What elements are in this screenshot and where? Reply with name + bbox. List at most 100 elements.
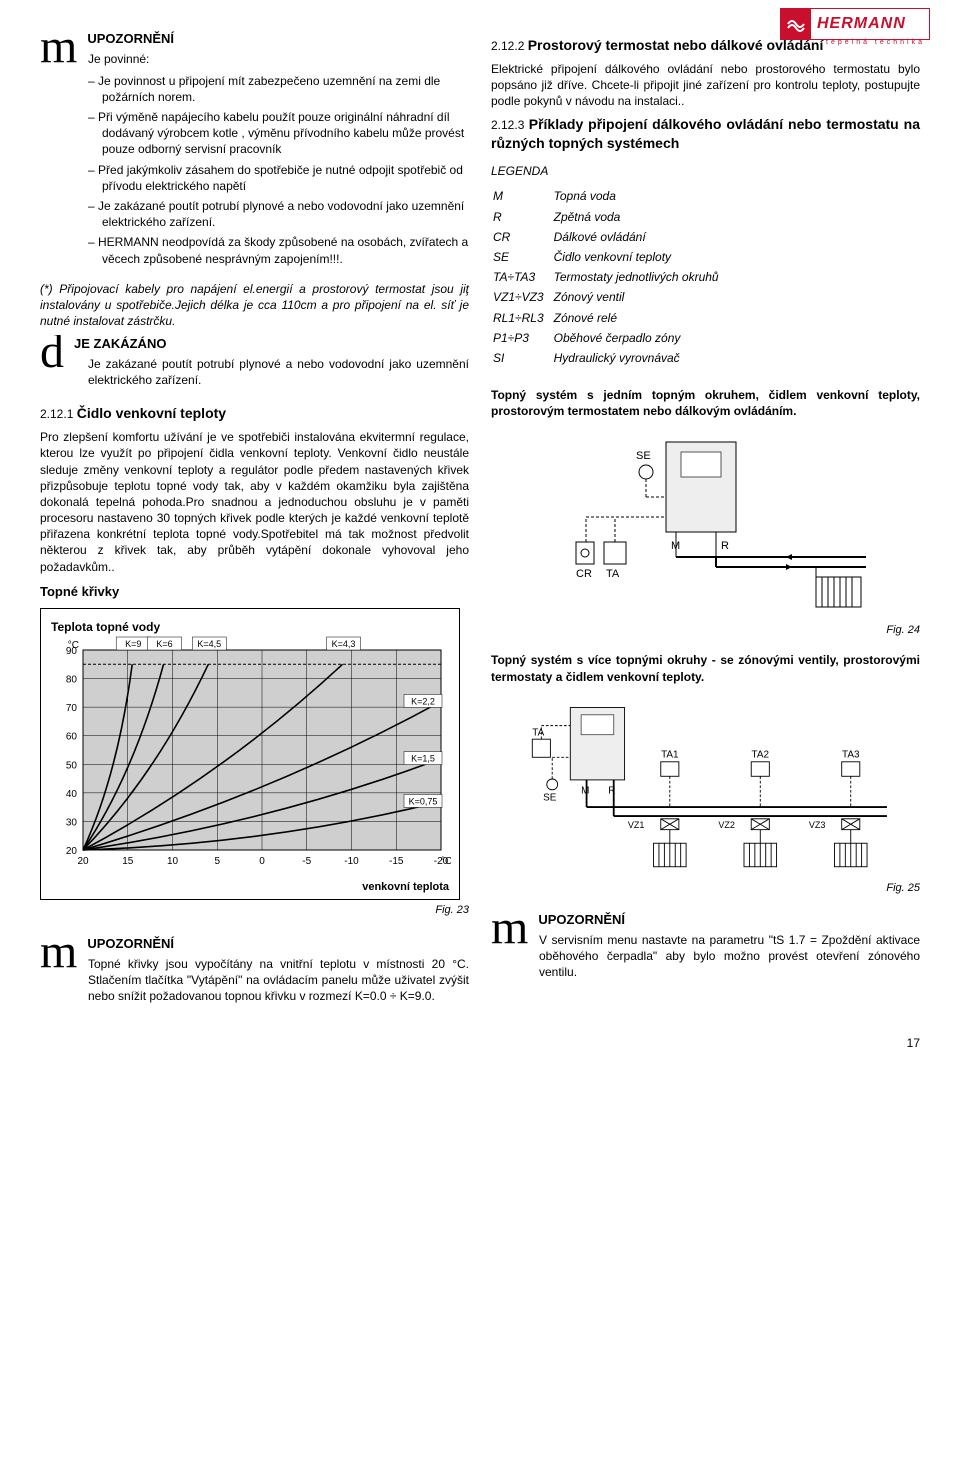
figure-23-label: Fig. 23 bbox=[40, 903, 469, 918]
svg-text:30: 30 bbox=[66, 817, 78, 828]
svg-text:TA: TA bbox=[606, 568, 620, 580]
svg-text:M: M bbox=[581, 785, 589, 796]
svg-text:20: 20 bbox=[77, 856, 89, 867]
svg-text:0: 0 bbox=[259, 856, 265, 867]
svg-text:TA2: TA2 bbox=[751, 749, 769, 760]
figure-25-label: Fig. 25 bbox=[491, 881, 920, 896]
svg-text:SE: SE bbox=[636, 450, 651, 462]
svg-text:K=6: K=6 bbox=[156, 639, 172, 649]
svg-text:R: R bbox=[721, 540, 729, 552]
svg-text:10: 10 bbox=[167, 856, 179, 867]
svg-text:TA: TA bbox=[532, 727, 544, 738]
svg-text:-15: -15 bbox=[389, 856, 404, 867]
svg-text:70: 70 bbox=[66, 703, 78, 714]
svg-text:K=9: K=9 bbox=[125, 639, 141, 649]
curves-heading: Topné křivky bbox=[40, 583, 469, 601]
list-item: Před jakýmkoliv zásahem do spotřebiče je… bbox=[102, 162, 469, 194]
svg-text:SE: SE bbox=[543, 792, 557, 803]
warning-glyph: m bbox=[491, 911, 528, 945]
legend-value: Hydraulický vyrovnávač bbox=[554, 349, 727, 367]
warning-2-title: UPOZORNĚNÍ bbox=[40, 935, 469, 953]
section-2-12-1-body: Pro zlepšení komfortu užívání je ve spot… bbox=[40, 429, 469, 575]
legend-value: Čidlo venkovní teploty bbox=[554, 248, 727, 266]
warning-glyph: m bbox=[40, 935, 77, 969]
section-number: 2.12.3 bbox=[491, 118, 524, 132]
section-title: Prostorový termostat nebo dálkové ovládá… bbox=[528, 37, 824, 53]
warning-1-list: Je povinnost u připojení mít zabezpečeno… bbox=[88, 73, 469, 267]
legend-value: Zpětná voda bbox=[554, 208, 727, 226]
legend-heading: LEGENDA bbox=[491, 163, 920, 179]
svg-text:5: 5 bbox=[214, 856, 220, 867]
legend-key: SE bbox=[493, 248, 552, 266]
legend-value: Dálkové ovládání bbox=[554, 228, 727, 246]
warning-1-title: UPOZORNĚNÍ bbox=[40, 30, 469, 48]
svg-text:40: 40 bbox=[66, 788, 78, 799]
svg-text:TA1: TA1 bbox=[661, 749, 679, 760]
logo-emblem bbox=[781, 9, 811, 39]
section-2-12-3-heading: 2.12.3 Příklady připojení dálkového ovlá… bbox=[491, 115, 920, 153]
forbidden-text: Je zakázané poutít potrubí plynové a neb… bbox=[88, 356, 469, 388]
svg-text:K=4,3: K=4,3 bbox=[332, 639, 356, 649]
schematic-2: M R SE TA TA1VZ1TA2VZ2TA3VZ3 bbox=[516, 703, 896, 875]
legend-value: Zónové relé bbox=[554, 309, 727, 327]
list-item: Je zakázané poutít potrubí plynové a neb… bbox=[102, 198, 469, 230]
svg-text:60: 60 bbox=[66, 731, 78, 742]
legend-value: Termostaty jednotlivých okruhů bbox=[554, 268, 727, 286]
warning-glyph: m bbox=[40, 30, 77, 64]
svg-text:°C: °C bbox=[68, 640, 79, 651]
legend-key: R bbox=[493, 208, 552, 226]
brand-logo: HERMANN bbox=[780, 8, 930, 40]
forbidden-title: JE ZAKÁZÁNO bbox=[40, 335, 469, 353]
section-number: 2.12.1 bbox=[40, 407, 73, 421]
legend-key: VZ1÷VZ3 bbox=[493, 288, 552, 306]
list-item: Je povinnost u připojení mít zabezpečeno… bbox=[102, 73, 469, 105]
svg-text:K=0,75: K=0,75 bbox=[409, 796, 438, 806]
svg-text:15: 15 bbox=[122, 856, 134, 867]
svg-text:M: M bbox=[671, 540, 680, 552]
section-title: Příklady připojení dálkového ovládání ne… bbox=[491, 116, 920, 151]
svg-text:K=4,5: K=4,5 bbox=[197, 639, 221, 649]
legend-key: CR bbox=[493, 228, 552, 246]
svg-text:VZ3: VZ3 bbox=[808, 820, 825, 830]
legend-value: Zónový ventil bbox=[554, 288, 727, 306]
page-number: 17 bbox=[40, 1035, 920, 1051]
warning-3-body: V servisním menu nastavte na parametru "… bbox=[539, 932, 920, 981]
warning-2-body: Topné křivky jsou vypočítány na vnitřní … bbox=[88, 956, 469, 1005]
legend-key: P1÷P3 bbox=[493, 329, 552, 347]
section-number: 2.12.2 bbox=[491, 39, 524, 53]
svg-text:K=1,5: K=1,5 bbox=[411, 753, 435, 763]
chart-x-label: venkovní teplota bbox=[51, 880, 449, 895]
schematic-1: M R SE CR TA bbox=[516, 437, 896, 617]
legend-table: MTopná vodaRZpětná vodaCRDálkové ovládán… bbox=[491, 185, 729, 369]
system-2-title: Topný systém s více topnými okruhy - se … bbox=[491, 652, 920, 684]
forbidden-glyph: d bbox=[40, 335, 64, 369]
warning-3-title: UPOZORNĚNÍ bbox=[491, 911, 920, 929]
legend-key: M bbox=[493, 187, 552, 205]
page: HERMANN tepelná technika m UPOZORNĚNÍ Je… bbox=[0, 0, 960, 1081]
legend-value: Topná voda bbox=[554, 187, 727, 205]
legend-value: Oběhové čerpadlo zóny bbox=[554, 329, 727, 347]
svg-text:50: 50 bbox=[66, 760, 78, 771]
left-column: m UPOZORNĚNÍ Je povinné: Je povinnost u … bbox=[40, 30, 469, 1021]
logo-subtitle: tepelná technika bbox=[826, 38, 925, 47]
svg-text:VZ1: VZ1 bbox=[627, 820, 644, 830]
warning-1-intro: Je povinné: bbox=[88, 51, 469, 67]
svg-text:VZ2: VZ2 bbox=[718, 820, 735, 830]
warning-2: m UPOZORNĚNÍ Topné křivky jsou vypočítán… bbox=[40, 935, 469, 1010]
svg-text:-10: -10 bbox=[344, 856, 359, 867]
svg-text:-5: -5 bbox=[302, 856, 311, 867]
chart-title: Teplota topné vody bbox=[51, 619, 449, 635]
footnote-star: (*) Připojovací kabely pro napájení el.e… bbox=[40, 281, 469, 330]
legend-key: TA÷TA3 bbox=[493, 268, 552, 286]
logo-text: HERMANN bbox=[811, 13, 906, 35]
svg-text:80: 80 bbox=[66, 674, 78, 685]
svg-text:TA3: TA3 bbox=[842, 749, 860, 760]
right-column: 2.12.2 Prostorový termostat nebo dálkové… bbox=[491, 30, 920, 1021]
figure-24-label: Fig. 24 bbox=[491, 623, 920, 638]
section-title: Čidlo venkovní teploty bbox=[77, 405, 226, 421]
list-item: Při výměně napájecího kabelu použít pouz… bbox=[102, 109, 469, 158]
warning-1: m UPOZORNĚNÍ Je povinné: Je povinnost u … bbox=[40, 30, 469, 271]
chart-svg: 203040506070809020151050-5-10-15-20°C°CK… bbox=[51, 636, 451, 876]
legend-key: SI bbox=[493, 349, 552, 367]
svg-text:K=2,2: K=2,2 bbox=[411, 696, 435, 706]
